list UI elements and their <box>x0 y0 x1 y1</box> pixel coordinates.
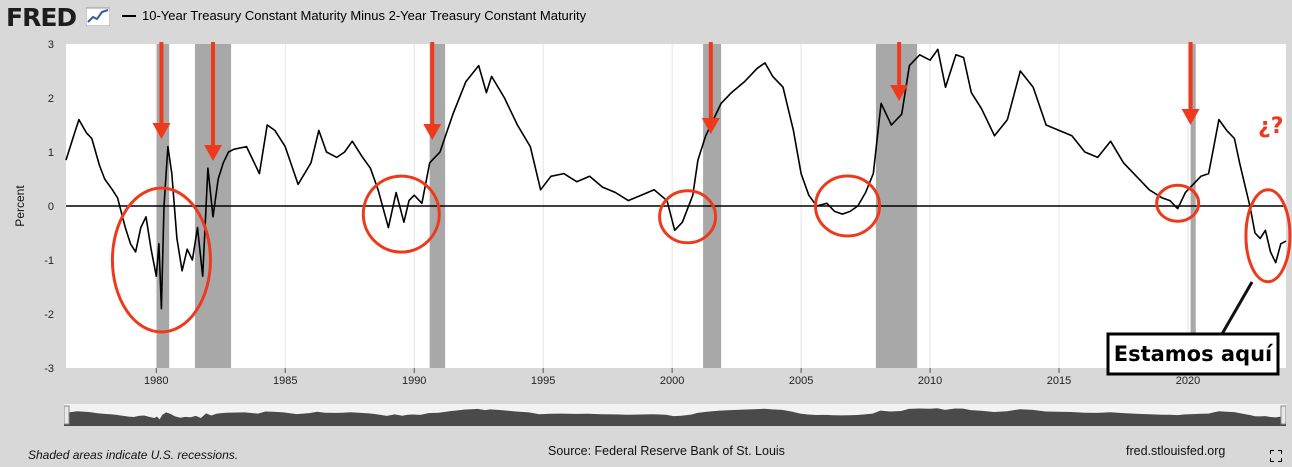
y-tick-label--2: -2 <box>44 309 54 321</box>
x-tick-label-1995: 1995 <box>531 375 555 387</box>
axes: 1980 1985 1990 1995 2000 2005 2010 2015 2020 -3 -2… <box>44 39 1200 387</box>
x-tick-label-2005: 2005 <box>789 375 813 387</box>
fred-logo-graph-icon <box>86 7 110 26</box>
y-tick-label-2: 2 <box>48 93 54 105</box>
legend-line-swatch <box>122 15 136 17</box>
source-url-link[interactable]: fred.stlouisfed.org <box>1126 444 1226 458</box>
x-tick-label-1990: 1990 <box>402 375 426 387</box>
x-tick-label-1985: 1985 <box>273 375 297 387</box>
spread-series-line <box>65 48 1287 310</box>
y-tick-label-3: 3 <box>48 39 54 51</box>
arrow-head-2 <box>423 124 442 140</box>
annotations: ¿? Estamos aquí <box>110 42 1292 376</box>
y-tick-label-0: 0 <box>48 201 54 213</box>
x-tick-label-2000: 2000 <box>660 375 684 387</box>
chart: 1980 1985 1990 1995 2000 2005 2010 2015 2020 -3 -2… <box>13 39 1292 387</box>
y-tick-label-1: 1 <box>48 147 54 159</box>
x-tick-label-2010: 2010 <box>918 375 942 387</box>
legend-label: 10-Year Treasury Constant Maturity Minus… <box>142 8 587 23</box>
navigator-handle-right[interactable] <box>1280 405 1286 425</box>
arrow-head-3 <box>701 118 720 134</box>
arrow-head-1 <box>204 145 223 161</box>
navigator-overview <box>64 408 1286 426</box>
y-tick-label--3: -3 <box>44 363 54 375</box>
recession-note: Shaded areas indicate U.S. recessions. <box>28 448 239 462</box>
x-tick-label-2020: 2020 <box>1176 375 1200 387</box>
question-mark-text: ¿? <box>1258 114 1284 139</box>
arrow-head-5 <box>1181 109 1200 125</box>
x-tick-label-1980: 1980 <box>144 375 168 387</box>
highlight-circle-2 <box>658 189 718 245</box>
y-axis-label: Percent <box>13 185 27 227</box>
highlight-circle-0 <box>110 186 212 334</box>
navigator-handle-left[interactable] <box>64 405 70 425</box>
arrow-head-4 <box>890 85 909 101</box>
highlight-circle-4 <box>1155 183 1201 223</box>
arrow-head-0 <box>152 123 171 139</box>
series <box>65 48 1287 310</box>
x-tick-label-2015: 2015 <box>1047 375 1071 387</box>
fred-logo[interactable]: FRED <box>6 3 77 32</box>
callout-pointer-line <box>1220 281 1254 335</box>
chart-header: FRED 10-Year Treasury Constant Maturity … <box>0 0 1292 36</box>
highlight-circle-5 <box>1244 188 1292 284</box>
callout-text: Estamos aquí <box>1114 342 1274 366</box>
highlight-circle-1 <box>361 174 441 254</box>
highlight-circle-3 <box>814 174 882 238</box>
source-text: Source: Federal Reserve Bank of St. Loui… <box>548 444 785 458</box>
callout-box <box>1106 332 1280 376</box>
y-tick-label--1: -1 <box>44 255 54 267</box>
range-navigator[interactable] <box>64 404 1286 426</box>
fullscreen-icon[interactable] <box>1270 450 1282 462</box>
